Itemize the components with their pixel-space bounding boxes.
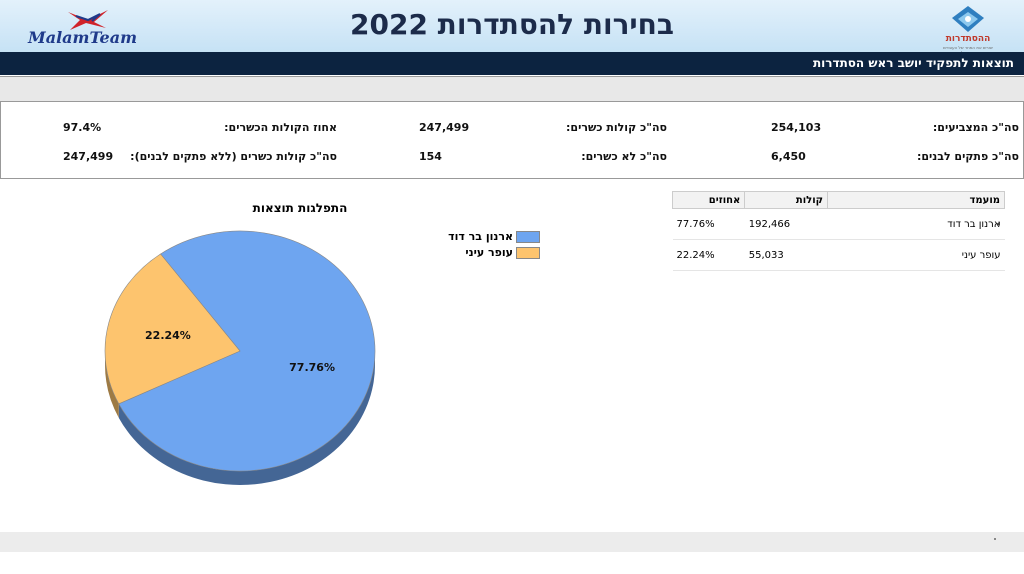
table-row[interactable]: ארנון בר דוד 192,466 77.76% — [672, 208, 1005, 240]
malamteam-wordmark: MalamTeam — [28, 28, 137, 47]
footer-dot — [994, 538, 996, 540]
candidate-name: ארנון בר דוד — [827, 208, 1005, 240]
results-table-header: מועמד קולות אחוזים — [671, 191, 1005, 209]
candidate-votes: 192,466 — [744, 208, 828, 240]
histadrut-logo: ההסתדרות יוצרים את המחר של העובדים בישרא… — [938, 4, 998, 55]
pie-slice[interactable] — [104, 253, 241, 405]
legend-label: ארנון בר דוד — [448, 230, 513, 243]
candidate-percent: 77.76% — [672, 208, 745, 240]
current-row-arrow-icon: ◂ — [996, 219, 1001, 228]
legend-item[interactable]: ארנון בר דוד — [430, 230, 545, 243]
filter-band — [0, 76, 1024, 102]
legend-item[interactable]: עופר עיני — [430, 246, 545, 259]
pie-data-label: 77.76% — [289, 361, 335, 374]
blank-ballots-value: 6,450 — [771, 150, 806, 163]
chart-title: התפלגות תוצאות — [252, 201, 348, 215]
pie-chart: 77.76% 22.24% — [104, 230, 376, 486]
results-table: מועמד קולות אחוזים ארנון בר דוד 192,466 … — [671, 191, 1005, 271]
pie-slice-side — [105, 351, 119, 418]
section-title: תוצאות לתפקיד יושב ראש הסתדרות — [812, 56, 1014, 70]
malamteam-logo-icon — [68, 10, 108, 30]
legend-swatch — [516, 231, 540, 243]
pie-depth — [105, 351, 376, 486]
page-title: בחירות להסתדרות 2022 — [350, 8, 674, 41]
valid-votes-value: 247,499 — [419, 121, 470, 134]
valid-votes-label: סה"כ קולות כשרים: — [566, 121, 667, 134]
table-row[interactable]: עופר עיני 55,033 22.24% — [672, 239, 1005, 271]
pie-slice[interactable] — [118, 230, 376, 472]
column-header-votes[interactable]: קולות — [744, 191, 829, 209]
summary-stats-panel: סה"כ המצביעים: 254,103 סה"כ קולות כשרים:… — [0, 102, 1024, 179]
invalid-votes-label: סה"כ לא כשרים: — [581, 150, 667, 163]
header-banner: MalamTeam בחירות להסתדרות 2022 ההסתדרות … — [0, 0, 1024, 55]
legend-label: עופר עיני — [465, 246, 513, 259]
footer-band — [0, 532, 1024, 552]
pie-data-label: 22.24% — [145, 329, 191, 342]
candidate-name: עופר עיני — [827, 239, 1005, 271]
blank-ballots-label: סה"כ פתקים לבנים: — [916, 150, 1019, 163]
pie-labels: 77.76% 22.24% — [145, 329, 335, 374]
valid-no-blank-value: 247,499 — [63, 150, 114, 163]
column-header-percent[interactable]: אחוזים — [671, 191, 746, 209]
valid-percent-label: אחוז הקולות הכשרים: — [224, 121, 337, 134]
histadrut-wordmark: ההסתדרות — [945, 34, 991, 44]
candidate-votes: 55,033 — [744, 239, 828, 271]
total-voters-label: סה"כ המצביעים: — [932, 121, 1019, 134]
total-voters-value: 254,103 — [771, 121, 822, 134]
column-header-candidate[interactable]: מועמד — [827, 191, 1005, 209]
section-title-bar: תוצאות לתפקיד יושב ראש הסתדרות — [0, 52, 1024, 75]
legend-swatch — [516, 247, 540, 259]
invalid-votes-value: 154 — [419, 150, 442, 163]
pie-slices — [104, 230, 376, 472]
candidate-percent: 22.24% — [672, 239, 745, 271]
valid-percent-value: 97.4% — [63, 121, 102, 134]
valid-no-blank-label: סה"כ קולות כשרים (ללא פתקים לבנים): — [130, 150, 337, 163]
histadrut-logo-icon — [952, 6, 984, 32]
malamteam-logo: MalamTeam — [28, 8, 137, 48]
